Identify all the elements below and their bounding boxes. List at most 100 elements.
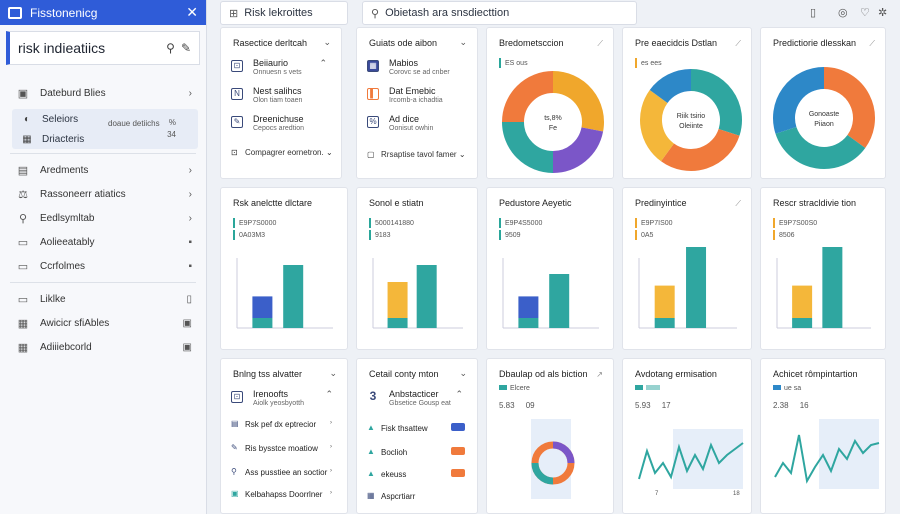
- expand-icon[interactable]: ↗: [596, 370, 603, 379]
- card-metric: 9183: [369, 230, 391, 240]
- card-title: Rasectice derltcah: [233, 38, 308, 48]
- legend-marker: [233, 230, 235, 240]
- chevron-down-icon[interactable]: ⌄: [323, 37, 331, 47]
- more-icon[interactable]: ⟋: [597, 39, 603, 48]
- list-item[interactable]: % Ad dice Oonisut owhin: [367, 114, 469, 136]
- sidebar-item-2[interactable]: ⚲ Eedlsymltab ›: [0, 206, 206, 230]
- more-icon[interactable]: ⟋: [869, 39, 875, 48]
- bar-mark[interactable]: [252, 318, 273, 328]
- bar-mark[interactable]: [416, 265, 437, 328]
- list-item[interactable]: ⚲ Ass pusstiee an soctior ›: [231, 465, 339, 487]
- donut-slice-2[interactable]: [640, 90, 675, 162]
- list-item[interactable]: ▌ Dat Emebic Ircomb-a ichadtia: [367, 86, 469, 108]
- donut-slice-1[interactable]: [661, 128, 740, 171]
- line-card-1: Avdotang ermisation 5.93 17 7 18: [622, 358, 752, 514]
- chevron-down-icon[interactable]: ⌄: [459, 368, 467, 378]
- title-bar: Fisstonenicg ✕: [0, 0, 206, 25]
- donut-slice-2[interactable]: [502, 121, 554, 173]
- donut-slice-0[interactable]: [690, 69, 742, 136]
- bar-mark[interactable]: [654, 318, 675, 328]
- item-icon: 3: [369, 389, 377, 403]
- donut-slice-1[interactable]: [552, 126, 604, 173]
- chevron-up-icon: ⌃: [319, 58, 327, 68]
- legend-marker: [646, 385, 660, 390]
- sidebar-item-6[interactable]: ▦ Awicicr sfiAbles ▣: [0, 311, 206, 335]
- item-subtitle: Aiolk yeosbyotth: [253, 400, 304, 407]
- bar-mark[interactable]: [387, 282, 408, 318]
- bar-mark[interactable]: [283, 265, 304, 328]
- card-metric: E9P7IS00: [635, 218, 673, 228]
- sidebar-item-4[interactable]: ▭ Ccrfolmes ▪: [0, 254, 206, 278]
- donut-slice-1[interactable]: [775, 126, 866, 169]
- list-item[interactable]: ✎ Dreenichuse Cepocs aredtion: [231, 114, 333, 136]
- metric-text: 9509: [505, 231, 521, 239]
- donut-slice-3[interactable]: [502, 71, 554, 123]
- settings-gear-icon[interactable]: ✲: [878, 7, 888, 19]
- list-item[interactable]: ▲ ekeuss: [367, 467, 469, 489]
- tab-risk[interactable]: ⊞ Risk lekroittes: [220, 1, 348, 25]
- more-icon[interactable]: ⟋: [735, 199, 741, 208]
- card-footer[interactable]: ▢ Rrsaptise tavol famer ⌄: [367, 150, 466, 159]
- donut-slice-0[interactable]: [552, 71, 604, 132]
- item-icon: ✎: [231, 443, 238, 452]
- list-item[interactable]: ▦ Aspcrtiarr: [367, 489, 469, 511]
- list-item[interactable]: ✎ Ris bysstce moatiow ›: [231, 441, 339, 463]
- bar-mark[interactable]: [518, 318, 539, 328]
- window-icon: ▭: [17, 293, 29, 306]
- list-item[interactable]: ▤ Rsk pef dx eptrecior ›: [231, 417, 339, 439]
- chevron-down-icon[interactable]: ⌄: [459, 37, 467, 47]
- item-subtitle: Cepocs aredtion: [253, 125, 304, 132]
- list-item[interactable]: ▦ Mabios Corovc se ad cnber: [367, 58, 469, 80]
- sidebar-item-7[interactable]: ▦ Adiiiebcorld ▣: [0, 335, 206, 359]
- list-item[interactable]: 3 Anbstacticer Gbsetice Gousp eat ⌃: [367, 389, 469, 411]
- chevron-down-icon[interactable]: ⌄: [329, 368, 337, 378]
- sidebar-search[interactable]: risk indieatiics ⚲ ✎: [6, 31, 200, 65]
- toggle-icon: ◐: [23, 113, 31, 125]
- favorite-icon[interactable]: ♡: [860, 7, 870, 19]
- settings-icon[interactable]: ◎: [838, 7, 848, 19]
- checkbox-icon: ▢: [367, 150, 375, 159]
- item-title: Ad dice: [389, 114, 420, 124]
- donut-slice-3[interactable]: [649, 69, 692, 104]
- bar-mark[interactable]: [549, 274, 570, 328]
- sidebar-item-3[interactable]: ▭ Aolieeatably ▪: [0, 230, 206, 254]
- window-icon[interactable]: ▯: [810, 7, 817, 19]
- bar-mark[interactable]: [387, 318, 408, 328]
- list-item[interactable]: ▣ Kelbahapss Doorrlner ›: [231, 487, 339, 509]
- sidebar-group-selected[interactable]: ◐ Seleiors ▦ Driacteris doaue detiichs % 34: [12, 109, 198, 149]
- sidebar-item-1[interactable]: ⚖ Rassoneerr atiatics ›: [0, 182, 206, 206]
- list-item[interactable]: ▲ Boclioh: [367, 445, 469, 467]
- sidebar-item-0[interactable]: ▤ Aredments ›: [0, 158, 206, 182]
- legend-marker: [773, 385, 781, 390]
- bar-mark[interactable]: [792, 285, 813, 318]
- chevron-right-icon: ›: [330, 490, 332, 496]
- donut-slice-0[interactable]: [823, 67, 875, 148]
- bar-mark[interactable]: [518, 296, 539, 318]
- list-item[interactable]: ▲ Fisk thsattew: [367, 421, 469, 443]
- sidebar-item-5[interactable]: ▭ Liklke ▯: [0, 287, 206, 311]
- list-item[interactable]: N Nest salihcs Olon tiam toaen: [231, 86, 333, 108]
- close-icon[interactable]: ✕: [186, 4, 198, 20]
- bar-chart: [372, 258, 463, 329]
- grid-icon: ⊞: [229, 7, 239, 20]
- pin-icon: ⚲: [18, 212, 28, 225]
- more-icon[interactable]: ⟋: [735, 39, 741, 48]
- bar-mark[interactable]: [686, 247, 707, 328]
- edit-icon[interactable]: ✎: [180, 41, 191, 55]
- bar-mark[interactable]: [792, 318, 813, 328]
- list-item[interactable]: ⊡ Irenoofts Aiolk yeosbyotth ⌃: [231, 389, 339, 411]
- donut-slice-2[interactable]: [773, 67, 825, 134]
- list-item[interactable]: ⊡ Beiiaurio Onnuesn s vets ⌃: [231, 58, 333, 80]
- sidebar-item-label: Rassoneerr atiatics: [40, 188, 126, 200]
- bar-card-2: Pedustore Aeyetic E9P4S5000 9509: [486, 187, 614, 350]
- bar-mark[interactable]: [252, 296, 273, 318]
- sidebar-item-dashboard[interactable]: ▣ Dateburd Blies ›: [0, 81, 206, 105]
- bar-mark[interactable]: [654, 285, 675, 318]
- card-footer[interactable]: ⊡ Compagrer eornetron. ⌄: [231, 148, 333, 157]
- card-list-2: Guiats ode aibon ⌄ ▦ Mabios Corovc se ad c…: [356, 27, 478, 179]
- search-icon[interactable]: ⚲: [166, 41, 175, 55]
- bar-mark[interactable]: [822, 247, 843, 328]
- search-icon: ⚲: [371, 7, 380, 20]
- status-badge: [451, 469, 465, 477]
- search-tab[interactable]: ⚲ Obietash ara snsdiecttion: [362, 1, 637, 25]
